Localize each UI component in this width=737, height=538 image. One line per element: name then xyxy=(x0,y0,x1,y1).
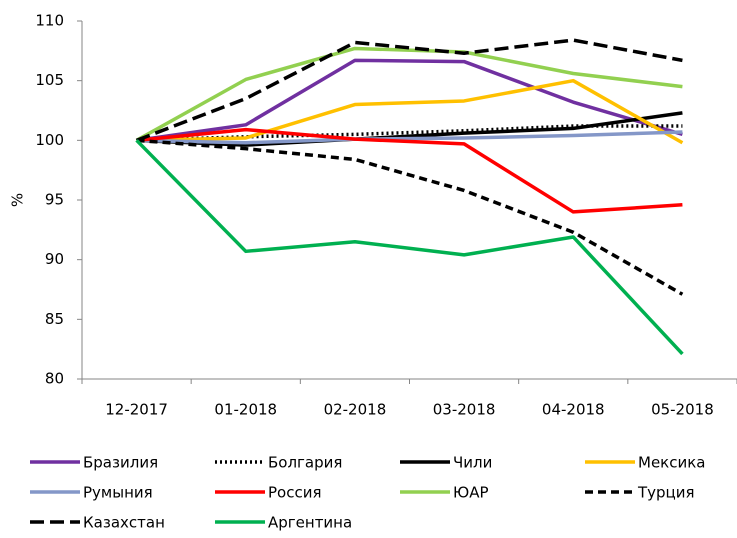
y-tick-label: 110 xyxy=(35,12,64,30)
y-tick-label: 80 xyxy=(45,370,64,388)
legend-label: Болгария xyxy=(268,454,342,472)
x-tick-label: 12-2017 xyxy=(105,401,168,419)
y-tick-label: 95 xyxy=(45,191,64,209)
x-tick-label: 01-2018 xyxy=(214,401,277,419)
series-line xyxy=(135,139,684,356)
legend-label: Аргентина xyxy=(268,514,352,532)
legend-label: Мексика xyxy=(638,454,705,472)
legend-label: Румыния xyxy=(83,484,153,502)
y-axis-label: % xyxy=(9,193,27,207)
legend-label: Турция xyxy=(637,484,695,502)
series-line xyxy=(136,78,684,145)
series-line xyxy=(136,127,683,214)
x-tick-label: 03-2018 xyxy=(433,401,496,419)
legend-label: ЮАР xyxy=(453,484,489,502)
series-line xyxy=(136,130,683,145)
series-line xyxy=(135,46,683,142)
y-tick-label: 85 xyxy=(45,310,64,328)
series-line xyxy=(136,138,684,296)
x-tick-label: 05-2018 xyxy=(651,401,714,419)
x-tick-label: 04-2018 xyxy=(542,401,605,419)
series-line xyxy=(136,111,683,147)
series-line xyxy=(136,58,683,143)
y-tick-label: 100 xyxy=(35,131,64,149)
legend-label: Бразилия xyxy=(83,454,158,472)
legend-label: Чили xyxy=(453,454,492,472)
x-tick-label: 02-2018 xyxy=(324,401,387,419)
y-tick-label: 105 xyxy=(35,71,64,89)
legend-label: Казахстан xyxy=(83,514,165,532)
y-tick-label: 90 xyxy=(45,250,64,268)
legend-label: Россия xyxy=(268,484,322,502)
